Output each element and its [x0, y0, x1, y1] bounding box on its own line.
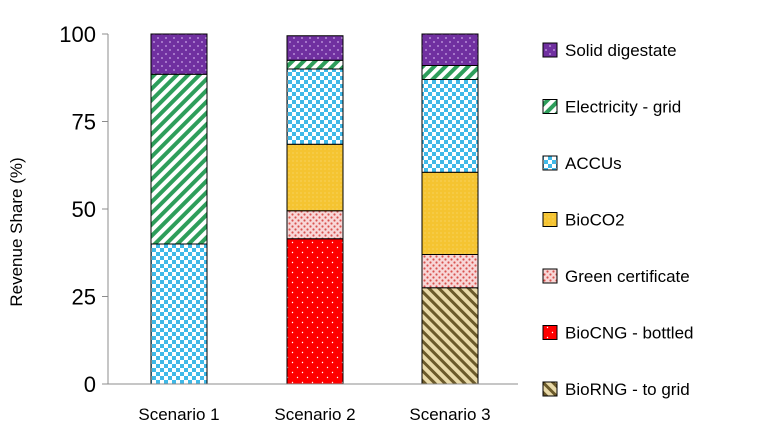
y-axis-label: Revenue Share (%)	[7, 157, 26, 306]
bar-segment	[150, 243, 208, 385]
x-tick-label: Scenario 2	[274, 405, 355, 424]
x-tick-label: Scenario 1	[138, 405, 219, 424]
legend: Solid digestate Electricity - grid ACCUs Bi…	[542, 41, 694, 399]
bar-segment	[286, 238, 344, 385]
bar-segment	[286, 143, 344, 212]
y-tick-label: 75	[72, 110, 96, 135]
legend-label: Electricity - grid	[565, 98, 681, 117]
bars-group	[150, 33, 479, 385]
legend-swatch	[542, 212, 558, 227]
legend-swatch	[542, 325, 558, 340]
x-ticks-group: Scenario 1 Scenario 2 Scenario 3	[138, 405, 490, 424]
y-tick-label: 50	[72, 197, 96, 222]
bar-segment	[150, 73, 208, 245]
legend-swatch	[542, 42, 558, 58]
bar-segment	[286, 59, 344, 70]
legend-label: ACCUs	[565, 154, 622, 173]
x-tick-label: Scenario 3	[409, 405, 490, 424]
bar-segment	[286, 35, 344, 61]
bar-segment	[286, 68, 344, 145]
bar-segment	[421, 287, 479, 385]
legend-label: BioRNG - to grid	[565, 380, 690, 399]
legend-label: BioCNG - bottled	[565, 324, 694, 343]
bar-segment	[421, 33, 479, 66]
bar-segment	[421, 79, 479, 173]
y-ticks-group: 0 25 50 75 100	[59, 22, 108, 397]
y-tick-label: 100	[59, 22, 96, 47]
legend-label: Green certificate	[565, 267, 690, 286]
bar-segment	[286, 210, 344, 240]
legend-label: Solid digestate	[565, 41, 677, 60]
legend-swatch	[542, 268, 558, 284]
bar-segment	[150, 33, 208, 75]
bar-segment	[421, 171, 479, 255]
bar-segment	[421, 254, 479, 289]
legend-swatch	[542, 155, 558, 171]
y-tick-label: 0	[84, 372, 96, 397]
legend-swatch	[542, 99, 558, 114]
legend-label: BioCO2	[565, 211, 625, 230]
bar-segment	[421, 65, 479, 80]
legend-swatch	[542, 381, 558, 397]
y-tick-label: 25	[72, 285, 96, 310]
